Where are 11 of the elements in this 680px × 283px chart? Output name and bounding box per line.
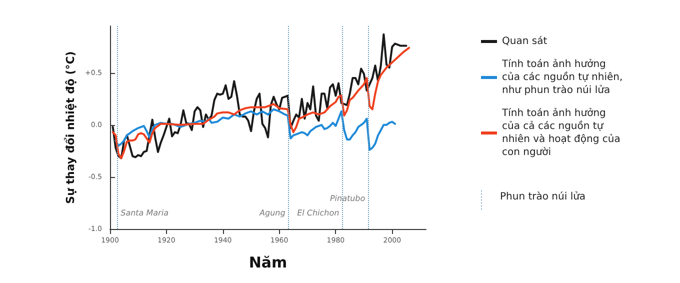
legend-label: Quan sát	[502, 36, 548, 47]
ref-line-label: Pinatubo	[330, 194, 366, 204]
ref-line-label: El Chichon	[297, 208, 340, 218]
line-series	[114, 108, 396, 151]
ref-line-label: Agung	[258, 208, 286, 218]
y-axis-title: Sự thay đổi nhiệt độ (°C)	[63, 51, 77, 204]
x-axis-title: Năm	[248, 254, 288, 272]
ref-line-label: Santa Maria	[120, 208, 169, 218]
text: Phun trào núi lửa	[500, 190, 586, 202]
legend-label: Tính toán ảnh hưởng của cả các nguồn tự nhiên và hoạt động của con người	[501, 107, 624, 158]
legend-label: Tính toán ảnh hưởng của các nguồn tự nhiên, như phun trào núi lửa	[501, 58, 626, 96]
